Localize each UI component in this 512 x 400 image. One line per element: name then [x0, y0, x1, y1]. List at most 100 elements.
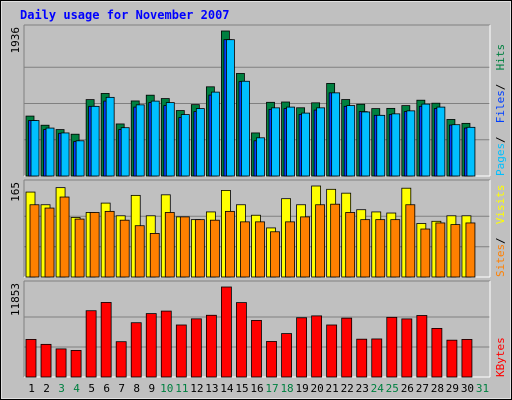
x-tick-label: 30 [461, 382, 474, 395]
bar-pages-day-22 [346, 105, 356, 177]
bar-pages-day-8 [135, 104, 145, 177]
chart-panels: 1936 Pages / Files / Hits 165 Sites / Visit… [9, 24, 507, 378]
series-pages [30, 39, 476, 177]
bar-pages-day-24 [376, 114, 386, 177]
bar-pages-day-26 [406, 110, 416, 177]
bar-kbytes-day-13 [205, 314, 217, 378]
x-tick-label: 14 [220, 382, 234, 395]
side-legend-pages: Pages [494, 143, 507, 176]
bar-sites-day-7 [119, 219, 130, 278]
x-tick-label: 6 [103, 382, 110, 395]
bar-pages-day-11 [180, 114, 190, 177]
bar-pages-day-10 [165, 102, 175, 177]
bar-sites-day-13 [209, 219, 220, 278]
bar-pages-day-28 [436, 106, 446, 177]
bar-kbytes-day-4 [70, 350, 82, 378]
x-tick-label: 17 [265, 382, 278, 395]
bar-sites-day-2 [44, 207, 55, 278]
x-tick-label: 4 [73, 382, 80, 395]
bar-pages-day-14 [226, 39, 235, 177]
bar-pages-day-18 [286, 106, 295, 177]
x-tick-label: 12 [190, 382, 203, 395]
bar-sites-day-9 [149, 233, 160, 278]
side-legend-separator: / [494, 237, 507, 244]
x-tick-label: 22 [341, 382, 354, 395]
side-legend: Pages / Files / Hits [494, 44, 507, 176]
bar-sites-day-18 [285, 221, 295, 278]
x-tick-label: 18 [280, 382, 293, 395]
x-tick-label: 3 [58, 382, 65, 395]
side-legend-separator: / [494, 136, 507, 143]
bar-kbytes-day-3 [55, 348, 67, 378]
bar-pages-day-27 [421, 103, 431, 177]
bar-sites-day-15 [240, 221, 250, 278]
bar-kbytes-day-18 [281, 333, 292, 378]
side-legend: KBytes [494, 337, 507, 377]
x-tick-label: 31 [476, 382, 489, 395]
bar-kbytes-day-26 [401, 318, 413, 378]
bar-sites-day-5 [89, 212, 100, 278]
x-tick-label: 20 [311, 382, 324, 395]
panel-visits: 165 Sites / Visits [9, 179, 507, 278]
x-tick-label: 1 [28, 382, 35, 395]
bar-pages-day-7 [120, 127, 130, 177]
side-legend-visits: Visits [494, 184, 507, 224]
bar-sites-day-17 [270, 231, 280, 278]
bar-pages-day-12 [195, 108, 205, 177]
x-tick-label: 5 [88, 382, 95, 395]
bar-sites-day-23 [360, 219, 371, 278]
x-tick-label: 25 [386, 382, 399, 395]
bar-pages-day-17 [271, 107, 280, 177]
side-legend-files: Files [494, 90, 507, 123]
bar-pages-day-5 [90, 105, 100, 177]
bar-sites-day-11 [179, 216, 190, 278]
bar-kbytes-day-22 [341, 317, 353, 378]
x-tick-label: 29 [446, 382, 459, 395]
x-tick-label: 28 [431, 382, 444, 395]
x-tick-label: 10 [160, 382, 173, 395]
bar-kbytes-day-15 [236, 302, 247, 378]
bar-sites-day-14 [225, 210, 235, 278]
bar-pages-day-23 [361, 111, 371, 177]
bar-kbytes-day-25 [386, 316, 398, 378]
x-tick-label: 7 [118, 382, 125, 395]
bar-sites-day-24 [375, 219, 386, 278]
bar-kbytes-day-10 [160, 310, 172, 378]
panel-hits: 1936 Pages / Files / Hits [9, 24, 507, 177]
bar-kbytes-day-29 [446, 339, 458, 378]
side-legend-hits: Hits [494, 44, 507, 71]
bar-kbytes-day-12 [190, 318, 202, 378]
bar-kbytes-day-8 [130, 322, 142, 378]
bar-kbytes-day-9 [145, 313, 157, 378]
bar-pages-day-13 [210, 91, 220, 177]
bar-sites-day-6 [104, 210, 115, 278]
bar-kbytes-day-20 [311, 315, 323, 378]
bar-sites-day-27 [420, 228, 431, 278]
bar-pages-day-15 [241, 80, 250, 177]
bar-kbytes-day-21 [326, 324, 338, 378]
bar-pages-day-9 [150, 100, 160, 177]
bar-sites-day-10 [164, 212, 175, 278]
bar-sites-day-28 [435, 222, 446, 278]
bar-sites-day-26 [405, 204, 416, 278]
series-kbytes [25, 286, 473, 378]
side-legend: Sites / Visits [494, 184, 507, 277]
bar-pages-day-29 [451, 124, 461, 177]
x-tick-label: 21 [326, 382, 339, 395]
bar-kbytes-day-16 [251, 320, 262, 378]
bar-kbytes-day-7 [115, 341, 127, 378]
x-tick-label: 24 [371, 382, 385, 395]
y-max-label: 1936 [9, 27, 22, 54]
bar-kbytes-day-11 [175, 324, 187, 378]
bar-pages-day-3 [60, 132, 70, 177]
bar-pages-day-2 [45, 127, 55, 177]
side-legend-separator: / [494, 84, 507, 91]
bar-sites-day-21 [330, 203, 341, 278]
bar-sites-day-16 [255, 221, 265, 278]
chart-title: Daily usage for November 2007 [20, 8, 230, 22]
x-axis-day-labels: 1 2 3 4 5 6 7 8 9 10 11 12 13 14 15 16 17 18 19 20 21 22 23 24 2… [28, 382, 489, 395]
bar-kbytes-day-14 [221, 286, 232, 378]
x-tick-label: 16 [250, 382, 263, 395]
